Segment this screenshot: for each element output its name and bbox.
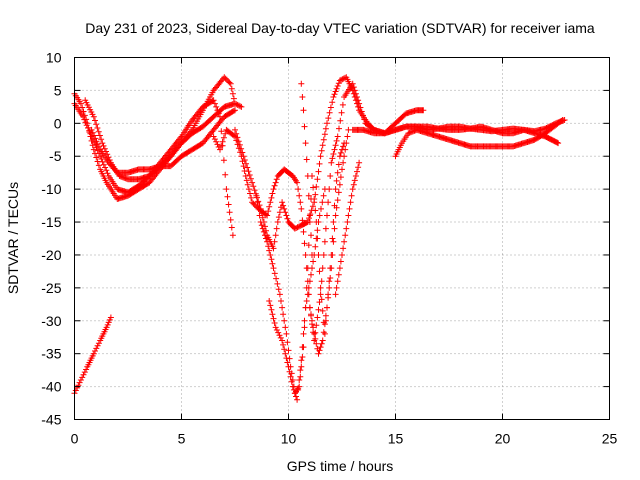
series-track-9 (306, 126, 352, 357)
series-points (266, 186, 328, 403)
series-points (392, 117, 566, 160)
series-track-5 (88, 107, 238, 176)
y-tick-label: -10 (41, 181, 61, 197)
series-track-14 (349, 117, 568, 137)
series-track-12 (298, 80, 315, 258)
chart-title: Day 231 of 2023, Sidereal Day-to-day VTE… (85, 20, 595, 36)
y-tick-label: 10 (46, 50, 62, 66)
series-track-7 (232, 74, 562, 252)
series-points (332, 159, 363, 298)
x-tick-label: 20 (495, 431, 511, 447)
x-tick-label: 5 (178, 431, 186, 447)
y-tick-label: -15 (41, 214, 61, 230)
x-tick-label: 15 (388, 431, 404, 447)
series-track-10 (332, 159, 363, 298)
y-tick-label: 5 (54, 82, 62, 98)
y-axis-label: SDTVAR / TECUs (5, 182, 21, 294)
y-tick-label: -25 (41, 280, 61, 296)
series-track-6 (210, 80, 427, 344)
y-tick-label: -40 (41, 379, 61, 395)
y-tick-label: 0 (54, 115, 62, 131)
x-axis: 0 5 10 15 20 25 (71, 57, 618, 447)
data-marks (71, 74, 568, 403)
y-tick-label: -5 (49, 148, 62, 164)
series-points (88, 107, 238, 176)
series-points (71, 314, 114, 397)
series-track-13 (392, 117, 566, 160)
plot-frame (74, 57, 610, 420)
y-tick-label: -45 (41, 412, 61, 428)
x-tick-label: 0 (71, 431, 79, 447)
series-track-1 (71, 314, 114, 397)
y-tick-label: -30 (41, 313, 61, 329)
series-points (298, 80, 315, 258)
y-tick-label: -35 (41, 346, 61, 362)
x-axis-label: GPS time / hours (287, 458, 394, 474)
x-tick-label: 25 (602, 431, 618, 447)
y-tick-label: -20 (41, 247, 61, 263)
series-points (232, 74, 562, 252)
series-track-11 (266, 186, 328, 403)
series-points (210, 80, 427, 344)
series-points (306, 126, 352, 357)
x-tick-label: 10 (281, 431, 297, 447)
series-points (349, 117, 568, 137)
y-axis: -45 -40 -35 -30 -25 -20 -15 -10 -5 0 5 10 (41, 50, 610, 428)
grid (74, 57, 610, 420)
